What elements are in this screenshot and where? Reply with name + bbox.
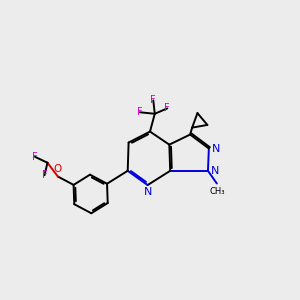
Text: F: F [164,103,170,113]
Text: F: F [32,152,38,162]
Text: F: F [151,95,156,105]
Text: N: N [211,166,219,176]
Text: CH₃: CH₃ [209,187,225,196]
Text: N: N [143,188,152,197]
Text: F: F [137,107,143,117]
Text: O: O [54,164,62,174]
Text: N: N [212,143,220,154]
Text: F: F [42,170,47,180]
